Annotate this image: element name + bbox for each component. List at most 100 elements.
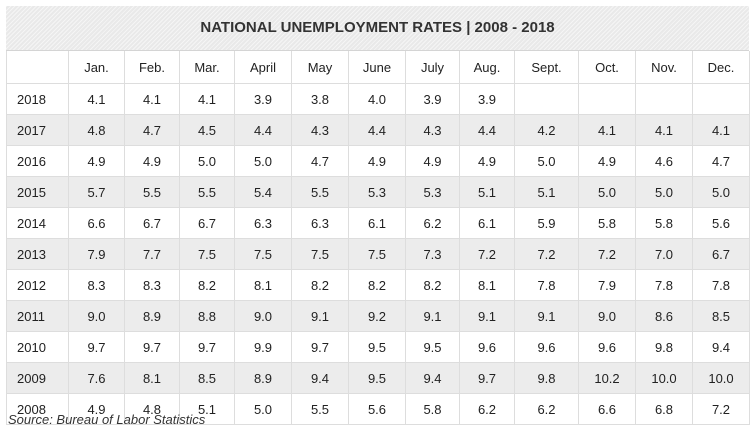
column-header: July bbox=[405, 51, 460, 84]
source-note: Source: Bureau of Labor Statistics bbox=[8, 412, 206, 427]
rate-cell: 5.0 bbox=[514, 145, 579, 177]
rate-cell: 7.9 bbox=[68, 238, 125, 270]
rate-cell: 5.0 bbox=[692, 176, 750, 208]
rate-cell: 5.0 bbox=[635, 176, 693, 208]
rate-cell: 5.0 bbox=[179, 145, 235, 177]
rate-cell: 4.4 bbox=[348, 114, 406, 146]
table-row: 2014 6.6 6.7 6.7 6.3 6.3 6.1 6.2 6.1 5.9 5.8 5.8 5.6 bbox=[6, 207, 750, 239]
column-header: June bbox=[348, 51, 406, 84]
rate-cell bbox=[692, 83, 750, 115]
rate-cell: 9.9 bbox=[234, 331, 292, 363]
rate-cell bbox=[514, 83, 579, 115]
rate-cell: 4.8 bbox=[68, 114, 125, 146]
rate-cell: 5.1 bbox=[514, 176, 579, 208]
rate-cell: 6.2 bbox=[514, 393, 579, 425]
rate-cell: 5.4 bbox=[234, 176, 292, 208]
rate-cell: 10.2 bbox=[578, 362, 636, 394]
rate-cell: 4.7 bbox=[692, 145, 750, 177]
rate-cell: 7.9 bbox=[578, 269, 636, 301]
rate-cell: 9.7 bbox=[179, 331, 235, 363]
rate-cell: 5.7 bbox=[68, 176, 125, 208]
rate-cell bbox=[635, 83, 693, 115]
rate-cell: 7.8 bbox=[692, 269, 750, 301]
rate-cell: 8.5 bbox=[692, 300, 750, 332]
rate-cell: 6.7 bbox=[692, 238, 750, 270]
rate-cell: 6.8 bbox=[635, 393, 693, 425]
column-header: Mar. bbox=[179, 51, 235, 84]
rate-cell: 9.5 bbox=[348, 362, 406, 394]
rate-cell: 9.6 bbox=[514, 331, 579, 363]
rate-cell: 5.6 bbox=[348, 393, 406, 425]
rate-cell: 6.1 bbox=[348, 207, 406, 239]
rate-cell: 5.8 bbox=[405, 393, 460, 425]
rate-cell: 5.1 bbox=[459, 176, 515, 208]
rate-cell: 5.5 bbox=[124, 176, 180, 208]
rate-cell: 7.5 bbox=[234, 238, 292, 270]
rate-cell: 4.1 bbox=[179, 83, 235, 115]
table-row: 2012 8.3 8.3 8.2 8.1 8.2 8.2 8.2 8.1 7.8 7.9 7.8 7.8 bbox=[6, 269, 750, 301]
rate-cell: 7.5 bbox=[179, 238, 235, 270]
rate-cell: 9.6 bbox=[459, 331, 515, 363]
rate-cell: 6.6 bbox=[68, 207, 125, 239]
rate-cell: 4.9 bbox=[348, 145, 406, 177]
year-cell: 2011 bbox=[6, 300, 69, 332]
rate-cell: 9.7 bbox=[68, 331, 125, 363]
year-cell: 2013 bbox=[6, 238, 69, 270]
rate-cell: 9.1 bbox=[514, 300, 579, 332]
rate-cell: 9.7 bbox=[459, 362, 515, 394]
rate-cell: 7.5 bbox=[291, 238, 349, 270]
rate-cell: 4.3 bbox=[405, 114, 460, 146]
rate-cell: 5.9 bbox=[514, 207, 579, 239]
rate-cell: 3.8 bbox=[291, 83, 349, 115]
table-row: 2009 7.6 8.1 8.5 8.9 9.4 9.5 9.4 9.7 9.8 10.2 10.0 1… bbox=[6, 362, 750, 394]
rate-cell bbox=[578, 83, 636, 115]
rate-cell: 4.9 bbox=[124, 145, 180, 177]
column-header: Aug. bbox=[459, 51, 515, 84]
table-row: 2011 9.0 8.9 8.8 9.0 9.1 9.2 9.1 9.1 9.1 9.0 8.6 8.5 bbox=[6, 300, 750, 332]
year-cell: 2009 bbox=[6, 362, 69, 394]
rate-cell: 5.0 bbox=[234, 393, 292, 425]
column-header: Dec. bbox=[692, 51, 750, 84]
rate-cell: 7.2 bbox=[578, 238, 636, 270]
rate-cell: 4.1 bbox=[635, 114, 693, 146]
rate-cell: 9.7 bbox=[124, 331, 180, 363]
table-row: 2018 4.1 4.1 4.1 3.9 3.8 4.0 3.9 3.9 bbox=[6, 83, 750, 115]
rate-cell: 6.3 bbox=[291, 207, 349, 239]
column-header-year bbox=[6, 51, 69, 84]
rate-cell: 4.9 bbox=[405, 145, 460, 177]
rate-cell: 7.8 bbox=[635, 269, 693, 301]
rate-cell: 5.3 bbox=[348, 176, 406, 208]
rate-cell: 8.2 bbox=[405, 269, 460, 301]
rate-cell: 8.2 bbox=[179, 269, 235, 301]
year-cell: 2018 bbox=[6, 83, 69, 115]
table-title: NATIONAL UNEMPLOYMENT RATES | 2008 - 201… bbox=[6, 6, 749, 51]
rate-cell: 10.0 bbox=[692, 362, 750, 394]
rate-cell: 9.8 bbox=[635, 331, 693, 363]
rate-cell: 5.0 bbox=[234, 145, 292, 177]
rate-cell: 4.4 bbox=[459, 114, 515, 146]
year-cell: 2012 bbox=[6, 269, 69, 301]
table-row: 2016 4.9 4.9 5.0 5.0 4.7 4.9 4.9 4.9 5.0 4.9 4.6 4.7 bbox=[6, 145, 750, 177]
rate-cell: 6.7 bbox=[124, 207, 180, 239]
rate-cell: 4.6 bbox=[635, 145, 693, 177]
rate-cell: 7.8 bbox=[514, 269, 579, 301]
rate-cell: 5.5 bbox=[179, 176, 235, 208]
rate-cell: 8.6 bbox=[635, 300, 693, 332]
year-cell: 2017 bbox=[6, 114, 69, 146]
column-header: Feb. bbox=[124, 51, 180, 84]
rate-cell: 4.9 bbox=[459, 145, 515, 177]
rate-cell: 4.1 bbox=[692, 114, 750, 146]
rate-cell: 9.1 bbox=[459, 300, 515, 332]
rate-cell: 4.1 bbox=[68, 83, 125, 115]
rate-cell: 4.1 bbox=[578, 114, 636, 146]
rate-cell: 4.9 bbox=[578, 145, 636, 177]
rate-cell: 8.3 bbox=[124, 269, 180, 301]
rate-cell: 8.3 bbox=[68, 269, 125, 301]
table-row: 2015 5.7 5.5 5.5 5.4 5.5 5.3 5.3 5.1 5.1 5.0 5.0 5.0 bbox=[6, 176, 750, 208]
rate-cell: 8.1 bbox=[124, 362, 180, 394]
rate-cell: 3.9 bbox=[405, 83, 460, 115]
rate-cell: 4.4 bbox=[234, 114, 292, 146]
rate-cell: 4.7 bbox=[291, 145, 349, 177]
rate-cell: 5.6 bbox=[692, 207, 750, 239]
rate-cell: 4.1 bbox=[124, 83, 180, 115]
